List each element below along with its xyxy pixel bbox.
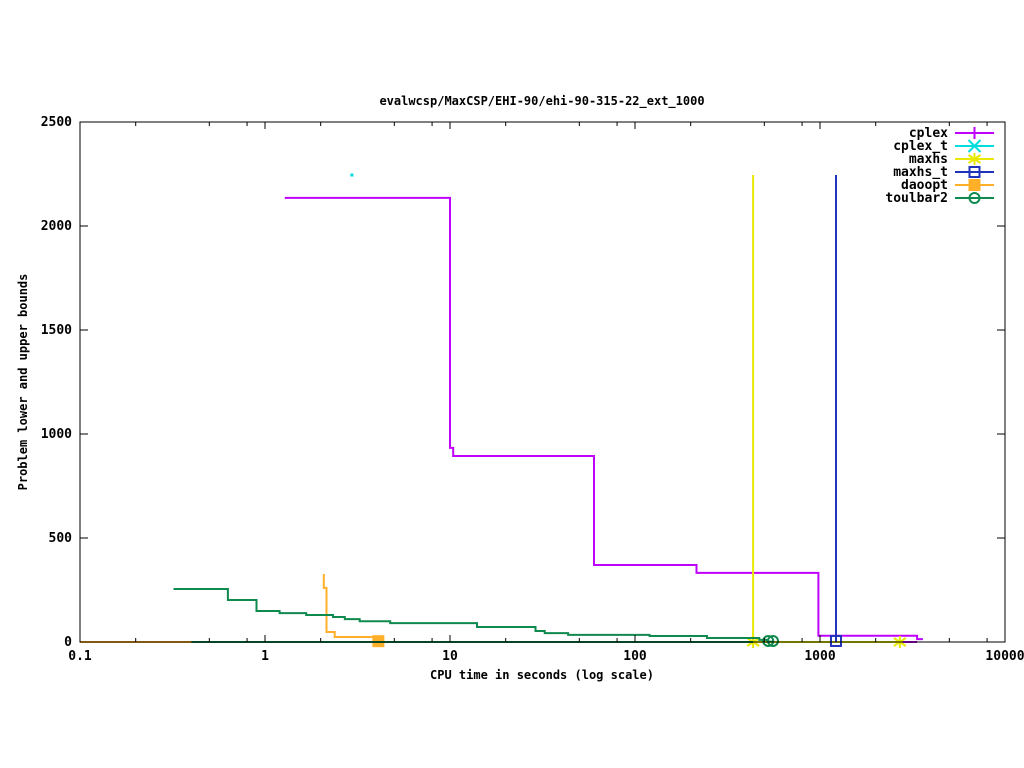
y-axis-label: Problem lower and upper bounds bbox=[16, 274, 30, 491]
series-maxhs_t bbox=[829, 175, 842, 647]
series-maxhs_t-marker bbox=[829, 634, 842, 647]
y-tick-label: 2500 bbox=[41, 115, 72, 130]
series-cplex_t-marker bbox=[350, 173, 354, 177]
x-tick-label: 1000 bbox=[804, 649, 835, 664]
legend-item-maxhs: maxhs bbox=[909, 152, 994, 167]
legend-item-cplex_t: cplex_t bbox=[893, 139, 994, 154]
y-tick-label: 500 bbox=[49, 531, 73, 546]
series-cplex_t bbox=[350, 173, 354, 177]
series-cplex bbox=[80, 196, 923, 643]
x-axis-label: CPU time in seconds (log scale) bbox=[430, 668, 654, 682]
series-daoopt bbox=[80, 574, 385, 648]
legend-item-maxhs_t: maxhs_t bbox=[893, 165, 994, 180]
x-tick-label: 0.1 bbox=[68, 649, 92, 664]
y-tick-label: 1000 bbox=[41, 427, 72, 442]
y-tick-label: 0 bbox=[64, 635, 72, 650]
plot-area: 0.1 1 10 100 1000 10000 0 500 1000 1500 2000 2500 bbox=[41, 115, 1024, 664]
series-daoopt-line bbox=[322, 574, 379, 638]
x-tick-label: 1 bbox=[261, 649, 269, 664]
legend-marker-toulbar2-icon bbox=[968, 192, 981, 204]
legend-marker-cplex_t-icon bbox=[967, 139, 982, 153]
legend-label-daoopt: daoopt bbox=[901, 178, 948, 193]
legend-marker-maxhs-icon bbox=[967, 153, 982, 165]
legend-marker-maxhs_t-icon bbox=[968, 166, 981, 178]
x-tick-label: 100 bbox=[623, 649, 647, 664]
series-toulbar2 bbox=[173, 588, 779, 647]
legend-label-toulbar2: toulbar2 bbox=[885, 191, 948, 206]
legend-item-daoopt: daoopt bbox=[901, 178, 994, 193]
series-toulbar2-marker bbox=[766, 634, 779, 647]
legend-label-maxhs: maxhs bbox=[909, 152, 948, 167]
series-cplex-line bbox=[284, 196, 923, 641]
series-maxhs bbox=[746, 175, 907, 648]
legend-label-cplex_t: cplex_t bbox=[893, 139, 948, 154]
plot-border bbox=[79, 121, 1006, 643]
legend-label-cplex: cplex bbox=[909, 126, 948, 141]
legend-label-maxhs_t: maxhs_t bbox=[893, 165, 948, 180]
series-toulbar2-line bbox=[173, 588, 773, 643]
y-tick-label: 1500 bbox=[41, 323, 72, 338]
legend-marker-cplex-icon bbox=[968, 127, 981, 139]
legend-marker-daoopt-icon bbox=[968, 179, 981, 191]
x-tick-label: 10 bbox=[442, 649, 458, 664]
series-toulbar2-marker bbox=[762, 634, 775, 647]
y-tick-label: 2000 bbox=[41, 219, 72, 234]
x-tick-label: 10000 bbox=[985, 649, 1024, 664]
legend-item-cplex: cplex bbox=[909, 126, 994, 141]
chart-title: evalwcsp/MaxCSP/EHI-90/ehi-90-315-22_ext… bbox=[379, 94, 704, 109]
legend-item-toulbar2: toulbar2 bbox=[885, 191, 994, 206]
